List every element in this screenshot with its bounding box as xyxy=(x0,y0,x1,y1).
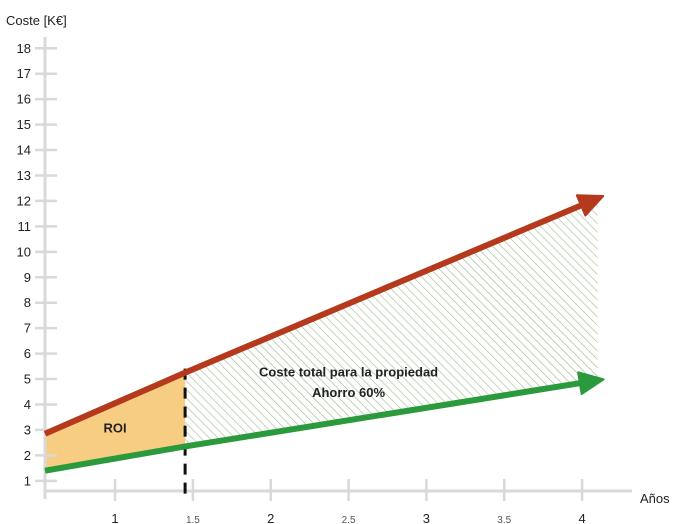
x-tick-label: 3.5 xyxy=(497,515,511,524)
high-cost-series-line xyxy=(43,202,583,437)
savings-value: Ahorro 60% xyxy=(312,385,385,400)
y-tick-label: 7 xyxy=(24,321,31,336)
low-cost-series-arrowhead xyxy=(577,371,605,396)
y-tick-label: 15 xyxy=(17,117,31,132)
y-tick-label: 11 xyxy=(18,219,32,234)
x-tick-label: 1 xyxy=(111,511,118,524)
y-tick-label: 18 xyxy=(17,41,31,56)
y-tick-label: 12 xyxy=(17,193,31,208)
y-tick-label: 14 xyxy=(17,143,31,158)
y-tick-label: 3 xyxy=(24,422,31,437)
y-tick-label: 2 xyxy=(24,448,31,463)
y-tick-label: 4 xyxy=(24,397,31,412)
y-tick-label: 17 xyxy=(17,66,31,81)
x-tick-label: 4 xyxy=(578,511,585,524)
savings-title: Coste total para la propiedad xyxy=(259,365,438,380)
y-axis-title: Coste [K€] xyxy=(6,13,67,28)
y-tick-label: 8 xyxy=(24,295,31,310)
x-tick-label: 2.5 xyxy=(342,515,356,524)
roi-area xyxy=(45,372,186,471)
y-tick-label: 10 xyxy=(17,244,31,259)
x-axis-title: Años xyxy=(640,491,670,506)
x-tick-label: 2 xyxy=(267,511,274,524)
y-tick-label: 6 xyxy=(24,346,31,361)
savings-area xyxy=(185,198,598,447)
y-tick-label: 13 xyxy=(17,168,31,183)
y-tick-label: 1 xyxy=(24,473,31,488)
low-cost-series-line xyxy=(44,380,582,474)
y-tick-label: 16 xyxy=(17,92,31,107)
x-tick-label: 3 xyxy=(423,511,430,524)
high-cost-series-arrowhead xyxy=(575,194,605,217)
roi-label: ROI xyxy=(103,420,126,435)
y-tick-label: 5 xyxy=(24,372,31,387)
x-tick-label: 1.5 xyxy=(186,515,200,524)
y-tick-label: 9 xyxy=(24,270,31,285)
